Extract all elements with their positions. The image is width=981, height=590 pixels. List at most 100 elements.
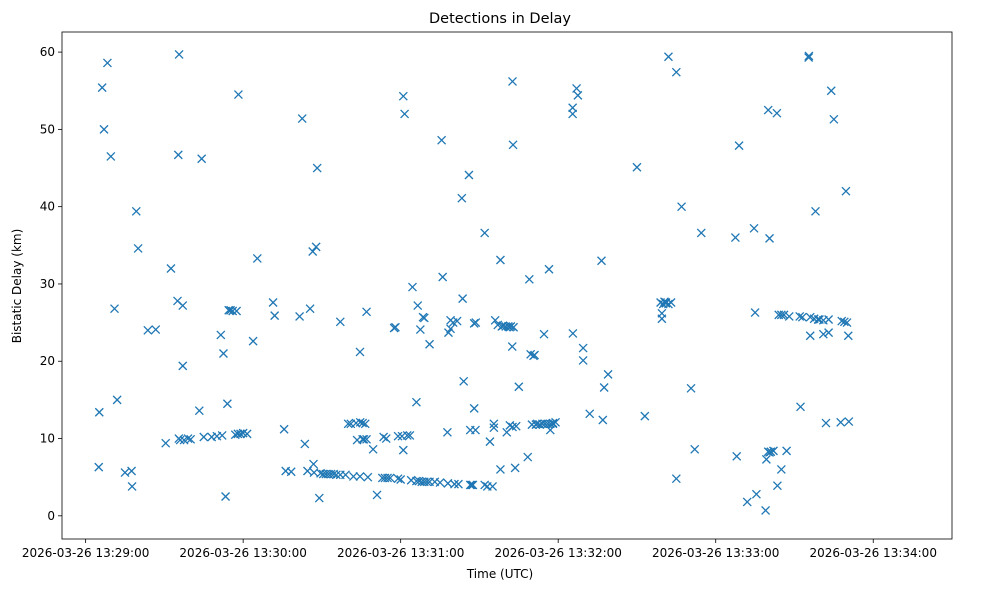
scatter-point: [811, 206, 820, 216]
scatter-point: [381, 434, 391, 443]
scatter-point: [97, 83, 107, 93]
y-axis-label: Bistatic Delay (km): [10, 229, 24, 344]
scatter-point: [471, 318, 481, 328]
scatter-point: [480, 480, 490, 490]
scatter-point: [400, 109, 410, 119]
scatter-point: [355, 471, 365, 481]
scatter-point: [734, 141, 744, 151]
scatter-point: [804, 53, 814, 62]
scatter-point: [363, 472, 373, 482]
scatter-point: [784, 311, 794, 321]
scatter-point: [761, 454, 771, 464]
scatter-point: [514, 382, 524, 392]
scatter-point: [824, 328, 834, 338]
scatter-point: [131, 206, 141, 216]
y-tick-label: 20: [40, 354, 55, 368]
scatter-point: [843, 331, 853, 341]
scatter-point: [523, 452, 533, 462]
scatter-point: [335, 317, 345, 327]
scatter-point: [467, 480, 477, 490]
scatter-point: [578, 343, 588, 353]
scatter-point: [776, 464, 786, 474]
scatter-point: [127, 466, 137, 476]
plot-background: [62, 32, 952, 539]
scatter-point: [390, 322, 400, 332]
scatter-point: [355, 347, 365, 357]
scatter-point: [749, 223, 759, 233]
x-tick-label: 2026-03-26 13:29:00: [22, 546, 149, 560]
scatter-point: [469, 403, 479, 413]
scatter-point: [217, 430, 227, 440]
scatter-point: [393, 474, 403, 484]
scatter-point: [341, 470, 350, 480]
scatter-point: [437, 135, 447, 145]
scatter-point: [270, 311, 280, 321]
scatter-point: [398, 91, 408, 101]
scatter-point: [488, 481, 498, 491]
scatter-point: [199, 432, 209, 442]
scatter-point: [657, 308, 667, 318]
scatter-point: [379, 432, 389, 442]
scatter-point: [248, 336, 258, 346]
scatter-point: [383, 473, 393, 483]
y-tick-label: 60: [40, 45, 55, 59]
scatter-point: [94, 462, 104, 472]
scatter-point: [178, 361, 188, 371]
scatter-point: [221, 492, 231, 501]
scatter-point: [844, 417, 854, 426]
scatter-point: [295, 311, 305, 321]
chart-title: Detections in Delay: [429, 11, 571, 27]
scatter-point: [664, 52, 673, 62]
x-tick-label: 2026-03-26 13:34:00: [810, 546, 937, 560]
y-tick-label: 50: [40, 122, 55, 136]
scatter-point: [385, 473, 395, 483]
y-tick-label: 10: [40, 432, 55, 446]
scatter-point: [797, 312, 807, 322]
scatter-point: [166, 264, 176, 273]
scatter-point: [308, 247, 318, 256]
scatter-point: [464, 170, 474, 180]
scatter-point: [776, 310, 786, 320]
scatter-point: [297, 114, 307, 124]
scatter-point: [841, 186, 851, 196]
scatter-point: [742, 497, 752, 507]
scatter-point: [175, 435, 185, 445]
scatter-point: [509, 322, 519, 332]
scatter-point: [468, 480, 478, 490]
scatter-point: [360, 419, 370, 429]
scatter-point: [471, 425, 480, 435]
y-tick-label: 0: [47, 509, 55, 523]
scatter-point: [355, 417, 365, 427]
scatter-point: [106, 151, 116, 161]
scatter-point: [194, 406, 204, 416]
scatter-point: [765, 233, 774, 243]
scatter-point: [413, 301, 423, 311]
scatter-point: [804, 51, 814, 61]
scatter-point: [686, 383, 696, 393]
scatter-point: [551, 417, 561, 427]
scatter-point: [508, 77, 517, 86]
scatter-point: [446, 324, 456, 334]
scatter-point: [358, 434, 368, 444]
scatter-point: [228, 306, 238, 316]
scatter-point: [368, 444, 378, 454]
scatter-point: [348, 471, 358, 481]
scatter-point: [173, 150, 183, 160]
scatter-point: [696, 228, 706, 238]
scatter-point: [286, 467, 296, 477]
scatter-point: [268, 298, 278, 307]
scatter-point: [452, 316, 462, 326]
scatter-point: [664, 299, 673, 309]
plot-frame: [61, 31, 953, 540]
scatter-point: [677, 202, 687, 212]
scatter-point: [730, 233, 740, 243]
x-axis: 2026-03-26 13:29:00 2026-03-26 13:30:00 20…: [22, 539, 937, 560]
scatter-point: [127, 481, 137, 491]
scatter-point: [197, 154, 207, 164]
scatter-point: [495, 464, 505, 474]
scatter-point: [110, 304, 119, 314]
scatter-point: [568, 328, 578, 338]
scatter-point: [442, 427, 452, 437]
scatter-point: [578, 356, 588, 365]
scatter-point: [506, 322, 516, 331]
